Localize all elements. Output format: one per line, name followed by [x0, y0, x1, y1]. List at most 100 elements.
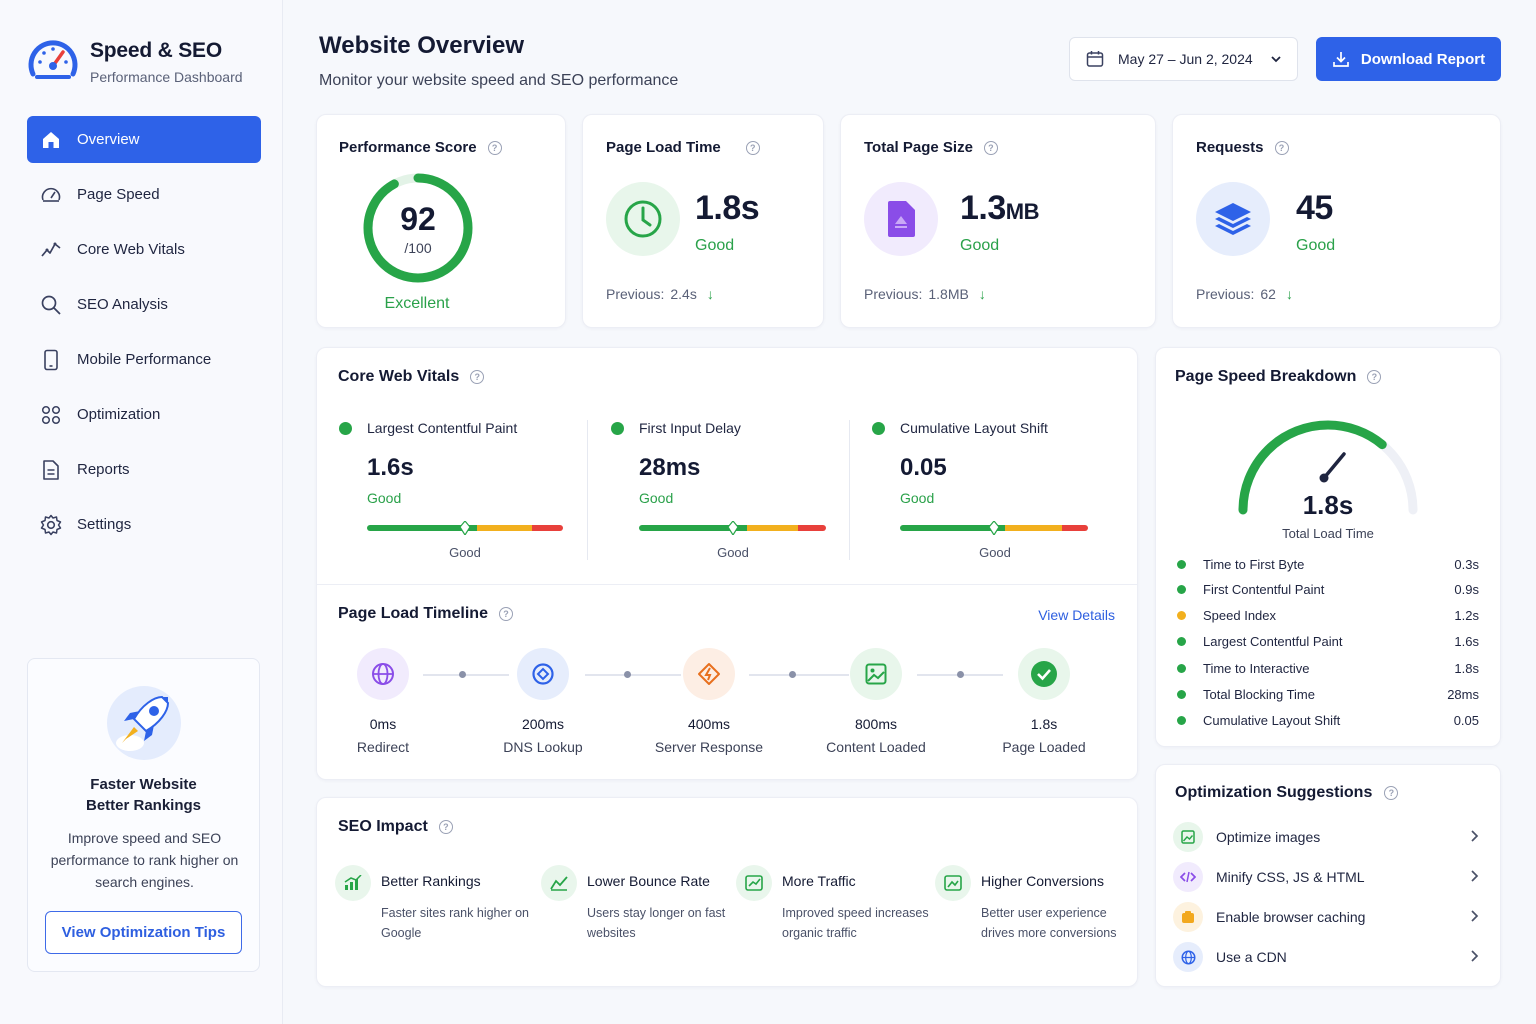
- status-dot: [339, 421, 352, 435]
- requests-status: Good: [1296, 237, 1336, 254]
- arrow-down-icon: ↓: [706, 286, 714, 302]
- server-response-icon: [683, 648, 735, 700]
- load-time-previous: Previous: 2.4s ↓: [606, 286, 714, 302]
- breakdown-row: Largest Contentful Paint 1.6s: [1177, 632, 1479, 650]
- divider: [849, 420, 850, 560]
- page-size-value: 1.3MB: [960, 189, 1039, 227]
- suggestion-label: Minify CSS, JS & HTML: [1216, 869, 1365, 885]
- requests-value: 45: [1296, 189, 1333, 227]
- breakdown-row: Speed Index 1.2s: [1177, 606, 1479, 624]
- timeline-step: 1.8s Page Loaded: [979, 648, 1109, 755]
- suggestion-label: Optimize images: [1216, 829, 1321, 845]
- sidebar-item-core-web-vitals[interactable]: Core Web Vitals: [27, 226, 261, 273]
- speedometer-icon: [40, 184, 62, 206]
- sidebar-item-optimization[interactable]: Optimization: [27, 391, 261, 438]
- seo-item-title: Lower Bounce Rate: [587, 873, 710, 889]
- view-details-link[interactable]: View Details: [1038, 607, 1115, 623]
- vital-lcp-value: 1.6s: [367, 454, 414, 481]
- vital-lcp-label: Largest Contentful Paint: [339, 420, 517, 436]
- score-max: /100: [404, 240, 432, 256]
- seo-item-title: Higher Conversions: [981, 873, 1104, 889]
- rocket-icon: [107, 686, 181, 760]
- gauge-label: Total Load Time: [1282, 526, 1374, 541]
- status-dot: [1177, 663, 1186, 673]
- sidebar-item-overview[interactable]: Overview: [27, 116, 261, 163]
- help-icon[interactable]: ?: [498, 607, 513, 621]
- suggestion-minify[interactable]: Minify CSS, JS & HTML: [1173, 861, 1479, 893]
- card-title: Performance Score?: [339, 139, 502, 156]
- cache-icon: [1173, 902, 1203, 932]
- marker-icon: [989, 521, 999, 535]
- card-title: Requests?: [1196, 139, 1289, 156]
- vital-cls-bar: [900, 521, 1088, 535]
- sidebar-item-label: SEO Analysis: [77, 296, 168, 313]
- speedometer-logo-icon: [28, 40, 78, 79]
- sidebar-item-settings[interactable]: Settings: [27, 501, 261, 548]
- sidebar-item-label: Mobile Performance: [77, 351, 212, 368]
- timeline-step-value: 1.8s: [1030, 716, 1058, 732]
- help-icon[interactable]: ?: [1384, 786, 1399, 800]
- suggestion-label: Use a CDN: [1216, 949, 1287, 965]
- timeline-step-label: Content Loaded: [826, 739, 926, 755]
- chevron-right-icon: [1469, 869, 1479, 885]
- help-icon[interactable]: ?: [983, 140, 998, 155]
- help-icon[interactable]: ?: [470, 370, 485, 384]
- breakdown-row: First Contentful Paint 0.9s: [1177, 580, 1479, 598]
- breakdown-row: Total Blocking Time 28ms: [1177, 685, 1479, 703]
- timeline-dot: [624, 671, 631, 678]
- vital-cls-label: Cumulative Layout Shift: [872, 420, 1048, 436]
- date-range-picker[interactable]: May 27 – Jun 2, 2024: [1069, 37, 1298, 81]
- status-dot: [611, 421, 624, 435]
- help-icon[interactable]: ?: [745, 140, 760, 155]
- timeline-step: 200ms DNS Lookup: [478, 648, 608, 755]
- date-range-text: May 27 – Jun 2, 2024: [1118, 51, 1253, 67]
- seo-item-title: Better Rankings: [381, 873, 481, 889]
- view-optimization-tips-button[interactable]: View Optimization Tips: [45, 911, 242, 954]
- card-title: SEO Impact?: [338, 818, 453, 836]
- download-report-button[interactable]: Download Report: [1316, 37, 1501, 81]
- suggestion-label: Enable browser caching: [1216, 909, 1366, 925]
- download-icon: [1333, 52, 1349, 67]
- download-report-label: Download Report: [1360, 50, 1486, 68]
- sidebar-item-label: Overview: [77, 131, 140, 148]
- pulse-icon: [40, 239, 62, 261]
- timeline-dot: [957, 671, 964, 678]
- status-dot: [1177, 584, 1186, 594]
- file-icon: [864, 182, 938, 256]
- suggestion-cdn[interactable]: Use a CDN: [1173, 941, 1479, 973]
- chevron-right-icon: [1469, 909, 1479, 925]
- promo-text: Improve speed and SEO performance to ran…: [50, 830, 239, 890]
- sidebar-item-mobile-performance[interactable]: Mobile Performance: [27, 336, 261, 383]
- core-web-vitals-card: Core Web Vitals? Largest Contentful Pain…: [316, 347, 1138, 780]
- status-dot: [1177, 559, 1186, 569]
- status-dot: [1177, 636, 1186, 646]
- sidebar-item-reports[interactable]: Reports: [27, 446, 261, 493]
- sidebar-item-label: Page Speed: [77, 186, 160, 203]
- calendar-icon: [1086, 51, 1104, 67]
- chevron-right-icon: [1469, 829, 1479, 845]
- divider: [587, 420, 588, 560]
- traffic-icon: [736, 865, 772, 901]
- help-icon[interactable]: ?: [487, 140, 502, 155]
- timeline-step-value: 0ms: [369, 716, 397, 732]
- timeline-step-label: DNS Lookup: [503, 739, 583, 755]
- card-title: Core Web Vitals?: [338, 368, 485, 386]
- timeline-step-label: Page Loaded: [1002, 739, 1086, 755]
- timeline-connector: [749, 674, 849, 676]
- breakdown-row: Cumulative Layout Shift 0.05: [1177, 711, 1479, 729]
- seo-item-desc: Users stay longer on fast websites: [587, 906, 726, 940]
- brand-title: Speed & SEO: [90, 39, 223, 62]
- suggestion-optimize-images[interactable]: Optimize images: [1173, 821, 1479, 853]
- requests-card: Requests? 45 Good Previous: 62 ↓: [1172, 114, 1501, 328]
- help-icon[interactable]: ?: [438, 820, 453, 834]
- help-icon[interactable]: ?: [1274, 140, 1289, 155]
- sidebar-item-page-speed[interactable]: Page Speed: [27, 171, 261, 218]
- timeline-dot: [789, 671, 796, 678]
- page-speed-breakdown-card: Page Speed Breakdown? 1.8s Total Load Ti…: [1155, 347, 1501, 747]
- vital-fid-value: 28ms: [639, 454, 701, 481]
- sidebar-item-seo-analysis[interactable]: SEO Analysis: [27, 281, 261, 328]
- score-value: 92: [400, 201, 436, 237]
- help-icon[interactable]: ?: [1367, 370, 1382, 384]
- timeline-step-label: Redirect: [356, 739, 410, 755]
- suggestion-browser-caching[interactable]: Enable browser caching: [1173, 901, 1479, 933]
